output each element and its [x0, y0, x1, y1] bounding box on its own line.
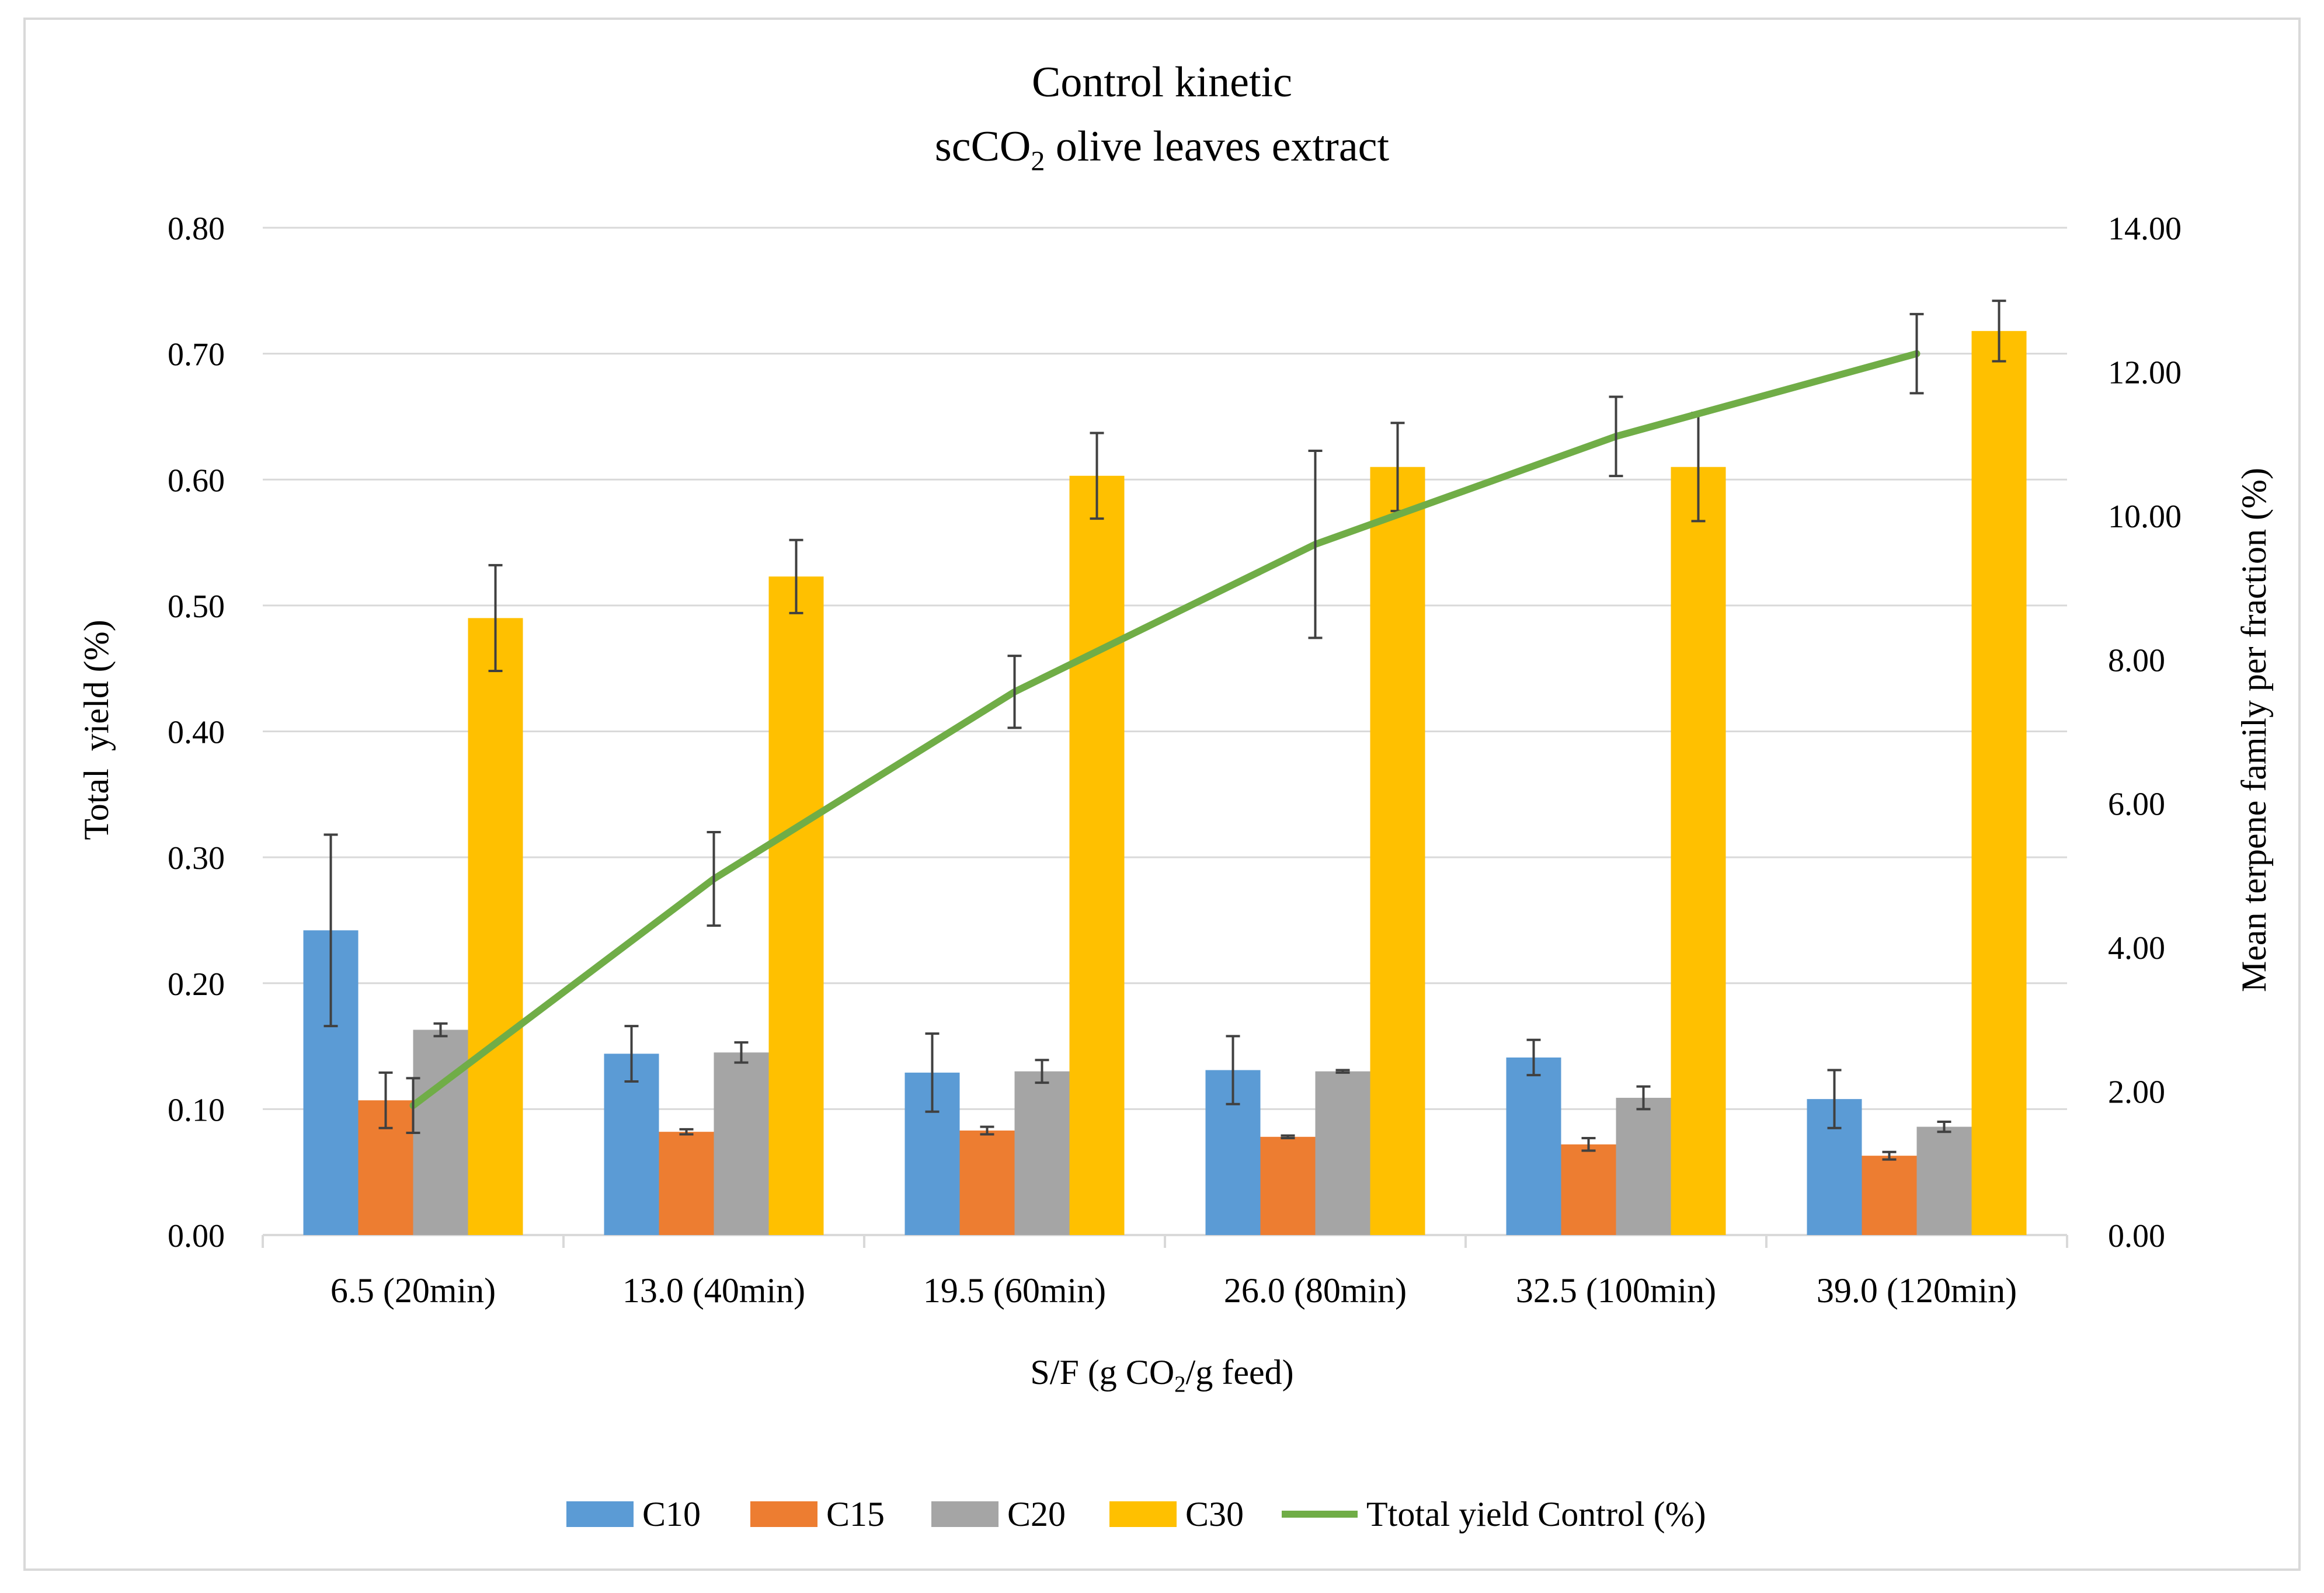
y2-tick-label: 4.00 — [2108, 930, 2165, 966]
legend-label: C30 — [1185, 1495, 1244, 1533]
y2-tick-label: 8.00 — [2108, 642, 2165, 679]
legend-swatch — [931, 1501, 999, 1527]
y2-axis-label: Mean terpene family per fraction (%) — [2235, 468, 2273, 992]
bar-c30 — [1069, 475, 1125, 1235]
y-tick-label: 0.50 — [168, 589, 225, 625]
bar-c20 — [1315, 1071, 1370, 1235]
y-tick-label: 0.30 — [168, 840, 225, 877]
legend-swatch — [566, 1501, 634, 1527]
chart-subtitle-part-2: olive leaves extract — [1045, 123, 1389, 171]
y-tick-label: 0.60 — [168, 462, 225, 499]
x-tick-label: 32.5 (100min) — [1516, 1271, 1716, 1310]
x-axis-label-subscript: 2 — [1174, 1372, 1186, 1397]
legend-label: C20 — [1007, 1495, 1066, 1533]
y2-tick-label: 10.00 — [2108, 499, 2182, 535]
bar-c15 — [1862, 1156, 1917, 1235]
bar-c20 — [1916, 1126, 1972, 1235]
x-tick-label: 6.5 (20min) — [330, 1271, 496, 1310]
bar-c15 — [1561, 1144, 1616, 1235]
bar-c20 — [714, 1052, 769, 1235]
line-total-yield — [409, 350, 1921, 1109]
y-tick-label: 0.20 — [168, 966, 225, 1003]
x-axis-label-part-2: /g feed) — [1186, 1353, 1294, 1392]
legend-label: Ttotal yield Control (%) — [1366, 1495, 1706, 1533]
bar-c20 — [1014, 1071, 1070, 1235]
y2-tick-label: 14.00 — [2108, 211, 2182, 247]
chart-subtitle: scCO2 olive leaves extract — [935, 123, 1390, 176]
y2-tick-label: 6.00 — [2108, 787, 2165, 823]
bar-c15 — [659, 1132, 714, 1235]
bar-c10 — [604, 1053, 659, 1235]
bar-c20 — [413, 1029, 468, 1235]
chart-subtitle-part-1: scCO — [935, 123, 1031, 171]
chart-subtitle-subscript: 2 — [1031, 145, 1045, 176]
x-tick-label: 26.0 (80min) — [1224, 1271, 1407, 1310]
y2-tick-label: 12.00 — [2108, 354, 2182, 391]
x-tick-label: 13.0 (40min) — [622, 1271, 805, 1310]
y-tick-label: 0.40 — [168, 715, 225, 751]
chart-frame — [23, 18, 2301, 1571]
x-axis-label-part-1: S/F (g CO — [1030, 1353, 1174, 1392]
bar-c15 — [1260, 1136, 1316, 1235]
legend-label: C15 — [826, 1495, 885, 1533]
y-tick-label: 0.80 — [168, 211, 225, 247]
bar-c30 — [768, 576, 824, 1235]
y-tick-label: 0.10 — [168, 1092, 225, 1128]
x-tick-label: 39.0 (120min) — [1817, 1271, 2017, 1310]
bar-c30 — [1971, 331, 2027, 1235]
bar-c30 — [468, 618, 523, 1235]
bar-c10 — [1506, 1057, 1561, 1235]
bar-c15 — [959, 1131, 1015, 1235]
y2-tick-label: 0.00 — [2108, 1218, 2165, 1254]
x-axis-label: S/F (g CO2/g feed) — [1030, 1353, 1293, 1397]
chart-title: Control kinetic — [1032, 58, 1292, 106]
legend-swatch — [1109, 1501, 1177, 1527]
y2-tick-label: 2.00 — [2108, 1074, 2165, 1111]
bar-c30 — [1370, 467, 1425, 1235]
legend-label: C10 — [642, 1495, 701, 1533]
y-tick-label: 0.00 — [168, 1218, 225, 1254]
x-tick-label: 19.5 (60min) — [923, 1271, 1106, 1310]
legend-swatch — [750, 1501, 817, 1527]
y-tick-label: 0.70 — [168, 337, 225, 373]
bar-c20 — [1616, 1097, 1671, 1235]
bar-c30 — [1671, 467, 1726, 1235]
y-axis-label: Total yield (%) — [77, 620, 116, 840]
